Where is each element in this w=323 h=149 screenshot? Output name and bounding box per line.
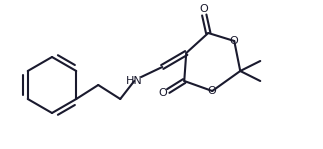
Text: HN: HN [126,76,143,86]
Text: O: O [200,4,209,14]
Text: O: O [159,88,168,98]
Text: O: O [230,36,239,46]
Text: O: O [208,86,217,96]
